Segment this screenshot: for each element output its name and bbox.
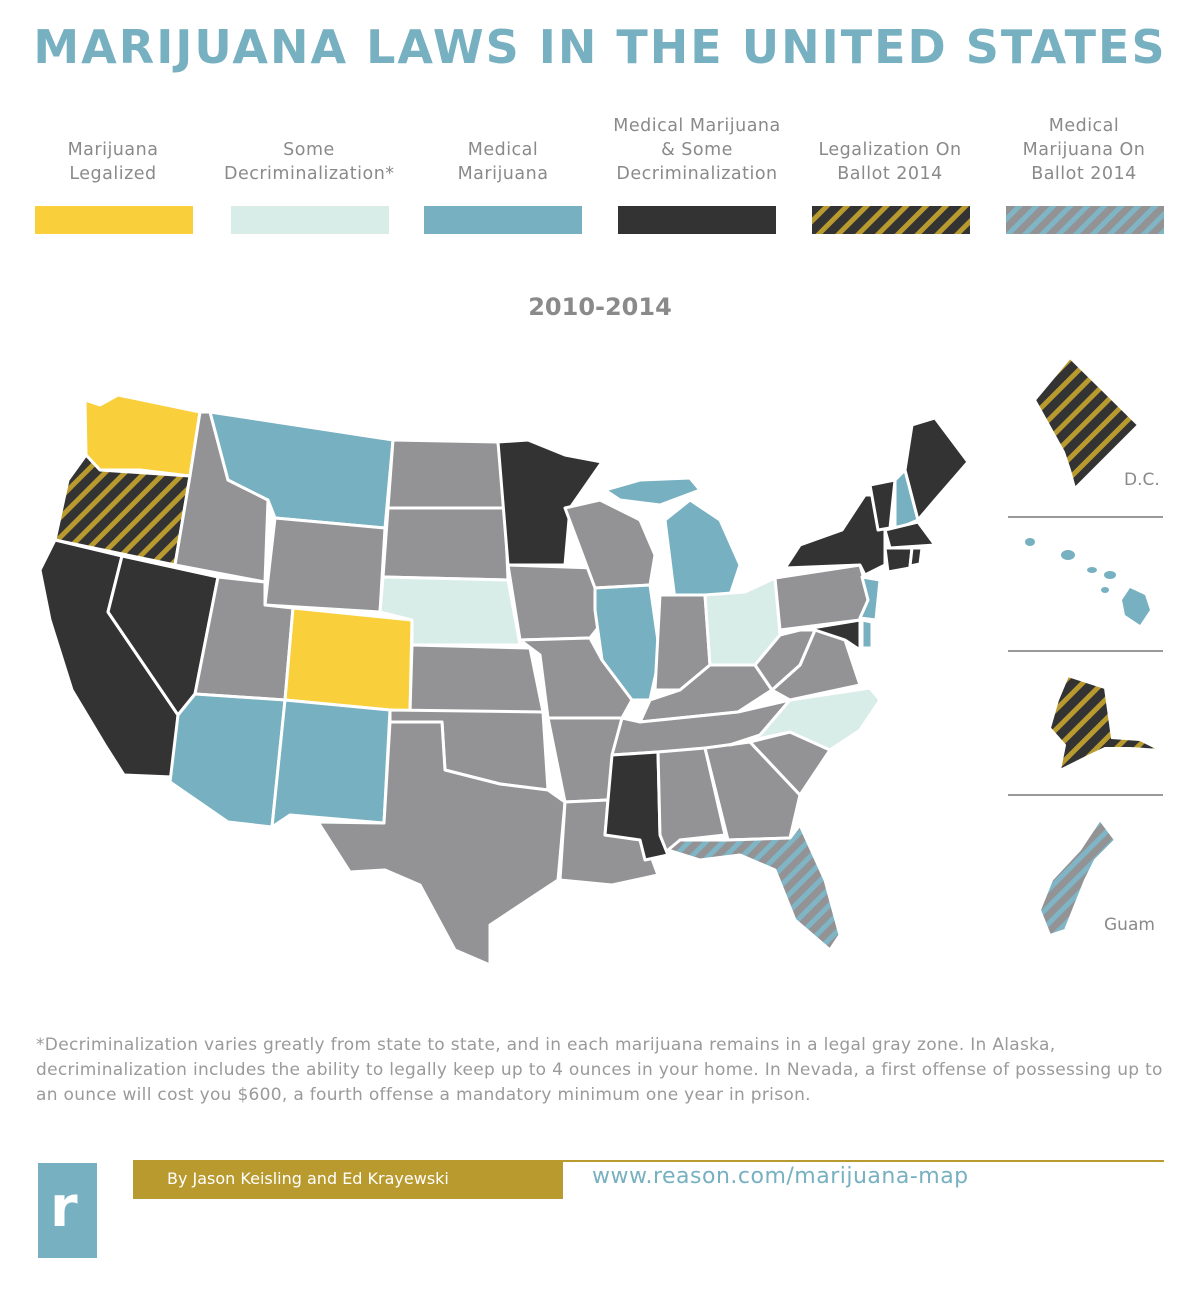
byline: By Jason Keisling and Ed Krayewski xyxy=(133,1160,563,1199)
footnote: *Decriminalization varies greatly from s… xyxy=(36,1035,1163,1105)
reason-logo: r xyxy=(38,1163,97,1258)
inset-hawaii-shape xyxy=(1025,538,1150,625)
inset-dc-shape xyxy=(1033,356,1140,490)
state-connecticut xyxy=(883,546,914,574)
state-new-jersey xyxy=(858,575,882,622)
inset-divider xyxy=(1008,516,1163,518)
source-link[interactable]: www.reason.com/marijuana-map xyxy=(592,1164,969,1189)
footer-divider xyxy=(133,1160,1164,1162)
state-delaware xyxy=(860,618,874,650)
state-new-york xyxy=(783,493,887,577)
inset-label-dc: D.C. xyxy=(1124,470,1160,490)
state-michigan xyxy=(663,498,742,602)
inset-alaska-shape xyxy=(1048,674,1161,772)
legend-swatch-medical-decrim xyxy=(618,206,776,234)
state-maryland xyxy=(798,618,862,652)
legend-label-legalization-ballot: Legalization On Ballot 2014 xyxy=(818,140,962,184)
state-maine xyxy=(903,416,970,522)
legend-swatch-medical xyxy=(424,206,582,234)
state-new-mexico xyxy=(270,698,392,829)
state-wyoming xyxy=(263,516,387,614)
state-florida xyxy=(666,823,842,952)
state-north-dakota xyxy=(386,438,507,510)
state-illinois xyxy=(593,583,662,702)
inset-divider xyxy=(1008,794,1163,796)
legend-label-medical: Medical Marijuana xyxy=(457,140,549,184)
legend-label-medical-ballot: Medical Marijuana On Ballot 2014 xyxy=(1022,116,1146,184)
state-texas xyxy=(316,720,567,967)
page-title: MARIJUANA LAWS IN THE UNITED STATES xyxy=(33,20,1167,74)
state-kansas xyxy=(408,643,545,714)
legend-swatch-legalization-ballot xyxy=(812,206,970,234)
legend-swatch-legalized xyxy=(35,206,193,234)
state-missouri xyxy=(518,636,634,720)
state-south-dakota xyxy=(381,506,510,582)
state-massachusetts xyxy=(883,520,937,550)
inset-divider xyxy=(1008,650,1163,652)
inset-label-guam: Guam xyxy=(1104,915,1155,935)
legend-swatch-decrim xyxy=(231,206,389,234)
legend-label-decrim: Some Decriminalization* xyxy=(224,140,395,184)
legend-swatch-medical-ballot xyxy=(1006,206,1164,234)
state-michigan-upper xyxy=(603,476,702,507)
legend-label-medical-decrim: Medical Marijuana & Some Decriminalization xyxy=(613,116,781,184)
map-period: 2010-2014 xyxy=(528,293,672,321)
legend-label-legalized: Marijuana Legalized xyxy=(67,140,159,184)
state-north-carolina xyxy=(728,686,882,752)
state-colorado xyxy=(283,606,414,714)
state-rhode-island xyxy=(908,546,924,568)
state-arizona xyxy=(168,692,287,829)
inset-guam-shape xyxy=(1038,818,1117,937)
state-washington xyxy=(83,393,202,478)
